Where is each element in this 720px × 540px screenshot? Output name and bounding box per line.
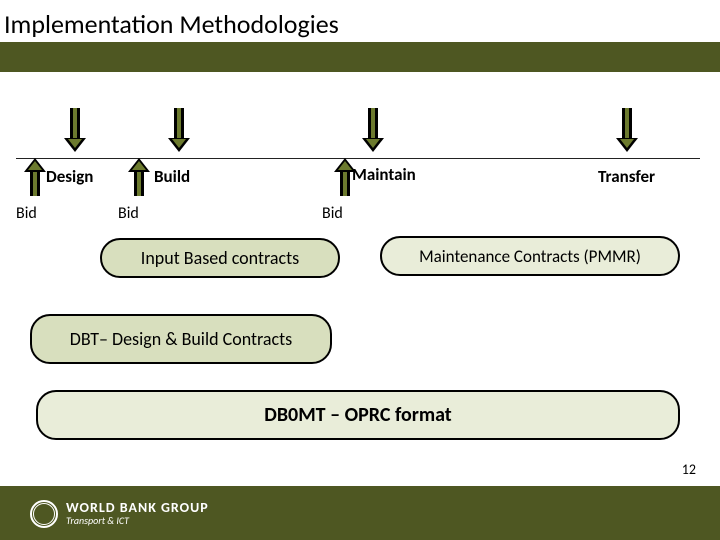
arrow-down-icon [168,108,190,152]
phase-label-build: Build [154,166,190,187]
logo-line1: WORLD BANK GROUP [66,501,209,515]
arrow-up-icon [24,158,46,196]
box-dbt: DBT– Design & Build Contracts [30,314,332,364]
slide-root: Implementation Methodologies Design Build… [0,0,720,540]
bid-label: Bid [16,204,37,223]
arrow-down-icon [616,108,638,152]
timeline-line [16,158,700,159]
phase-label-maintain: Maintain [352,164,416,185]
phase-label-transfer: Transfer [598,166,655,187]
footer-band: WORLD BANK GROUP Transport & ICT [0,486,720,540]
page-number: 12 [682,461,696,478]
logo-line2: Transport & ICT [66,515,209,527]
slide-title: Implementation Methodologies [4,8,339,40]
box-maintenance-contracts: Maintenance Contracts (PMMR) [380,236,680,276]
box-dbomt-oprc: DB0MT – OPRC format [36,390,680,440]
bid-label: Bid [118,204,139,223]
phase-label-design: Design [46,166,93,187]
arrow-down-icon [64,108,86,152]
title-band [0,42,720,72]
arrow-down-icon [362,108,384,152]
world-bank-logo: WORLD BANK GROUP Transport & ICT [30,500,209,528]
arrow-up-icon [128,158,150,196]
box-input-based-contracts: Input Based contracts [100,238,340,278]
bid-label: Bid [322,204,343,223]
globe-icon [30,500,58,528]
